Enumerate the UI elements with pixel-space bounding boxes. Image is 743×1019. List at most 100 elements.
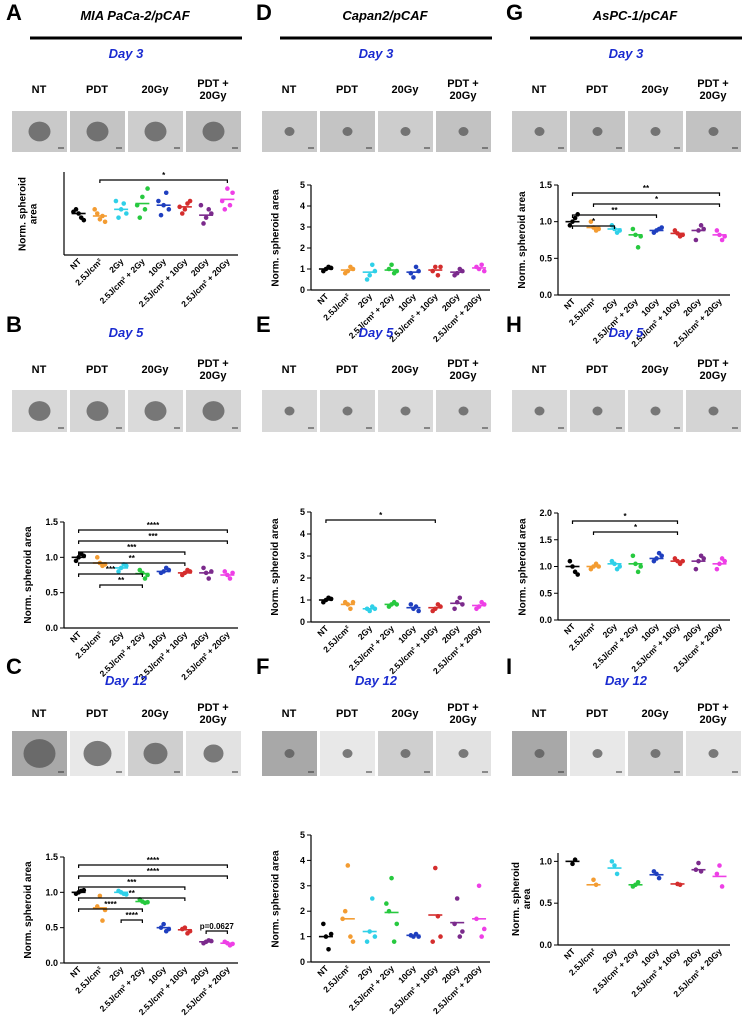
data-point	[617, 564, 622, 569]
panel-letter: F	[256, 654, 269, 679]
data-point	[635, 569, 641, 575]
significance-bracket	[78, 551, 186, 555]
data-point	[350, 939, 356, 944]
cell-line-title: Capan2/pCAF	[342, 8, 428, 23]
spheroid	[143, 742, 168, 765]
data-point	[630, 226, 636, 232]
spheroid	[342, 406, 353, 416]
image-label: 20Gy	[391, 708, 419, 720]
spheroid	[342, 127, 353, 136]
y-tick-label: 0.5	[539, 588, 552, 598]
data-point	[342, 908, 348, 914]
y-tick-label: 2.0	[539, 508, 552, 518]
data-point	[116, 215, 121, 220]
image-label: PDT	[336, 708, 358, 720]
y-tick-label: 1.0	[539, 562, 552, 572]
image-label: PDT	[86, 708, 108, 720]
data-point	[435, 273, 441, 278]
y-tick-label: 5	[300, 180, 305, 190]
y-tick-label: 1.0	[45, 552, 58, 562]
cell-line-title: AsPC-1/pCAF	[592, 8, 679, 23]
image-label: PDT	[586, 84, 608, 96]
spheroid	[28, 121, 51, 142]
significance-bracket	[592, 531, 679, 535]
image-label: 20Gy	[141, 364, 169, 376]
data-point	[651, 558, 657, 564]
y-tick-label: 0.0	[539, 290, 552, 300]
image-label: PDT + 20Gy	[197, 78, 229, 102]
data-point	[612, 863, 617, 868]
spheroid	[534, 406, 545, 416]
data-point	[714, 871, 720, 877]
data-point	[386, 604, 392, 609]
data-point	[575, 572, 580, 577]
data-point	[659, 225, 664, 230]
day-label: Day 5	[109, 325, 144, 340]
data-point	[651, 230, 657, 235]
image-label: PDT + 20Gy	[447, 702, 479, 726]
data-point	[201, 565, 206, 571]
spheroid	[708, 127, 719, 136]
spheroid	[144, 401, 167, 421]
data-point	[479, 262, 484, 268]
data-point	[124, 211, 129, 216]
significance-bracket	[205, 930, 228, 934]
y-tick-label: 1	[300, 264, 305, 274]
significance-label: ****	[147, 867, 160, 876]
y-tick-label: 4	[300, 529, 305, 539]
x-tick-label: NT	[562, 296, 578, 312]
data-point	[614, 871, 620, 877]
y-axis-label: Norm. spheroid area	[516, 517, 528, 616]
data-point	[121, 201, 127, 206]
data-point	[94, 555, 100, 560]
significance-bracket	[78, 529, 228, 533]
image-label: 20Gy	[391, 84, 419, 96]
data-point	[206, 207, 212, 212]
spheroid	[284, 406, 295, 416]
data-point	[163, 190, 169, 196]
y-tick-label: 2	[300, 573, 305, 583]
data-point	[714, 228, 720, 233]
significance-label: *	[623, 512, 627, 521]
significance-label: ****	[147, 521, 160, 530]
data-point	[474, 606, 479, 612]
data-point	[372, 934, 378, 939]
spheroid	[592, 127, 603, 136]
spheroid	[342, 749, 353, 758]
data-point	[113, 198, 119, 204]
spheroid	[144, 121, 167, 142]
y-axis-label: Norm. spheroid area	[269, 849, 281, 948]
data-point	[342, 599, 348, 605]
data-point	[201, 221, 206, 226]
y-tick-label: 1.0	[45, 887, 58, 897]
data-point	[656, 875, 662, 881]
significance-bracket	[78, 886, 186, 890]
image-label: 20Gy	[391, 364, 419, 376]
data-point	[369, 896, 375, 901]
y-axis-label: Norm. spheroid area	[17, 176, 39, 251]
y-tick-label: 0.5	[539, 898, 552, 908]
data-point	[140, 194, 145, 200]
data-point	[430, 608, 436, 614]
y-tick-label: 0.5	[45, 588, 58, 598]
image-label: 20Gy	[141, 84, 169, 96]
data-point	[722, 558, 727, 564]
spheroid	[203, 744, 224, 763]
y-axis-label: Norm. spheroid area	[511, 862, 533, 936]
y-tick-label: 3	[300, 881, 305, 891]
significance-label: ****	[104, 900, 117, 909]
significance-bracket	[78, 540, 228, 544]
data-point	[413, 264, 419, 270]
data-point	[719, 884, 725, 889]
day-label: Day 5	[609, 325, 644, 340]
spheroid	[28, 401, 51, 421]
data-point	[364, 277, 370, 282]
significance-label: **	[129, 554, 136, 563]
y-tick-label: 5	[300, 830, 305, 840]
data-point	[124, 892, 129, 897]
data-point	[227, 202, 233, 208]
data-point	[630, 553, 636, 559]
x-tick-label: NT	[68, 256, 84, 272]
y-tick-label: 2	[300, 243, 305, 253]
